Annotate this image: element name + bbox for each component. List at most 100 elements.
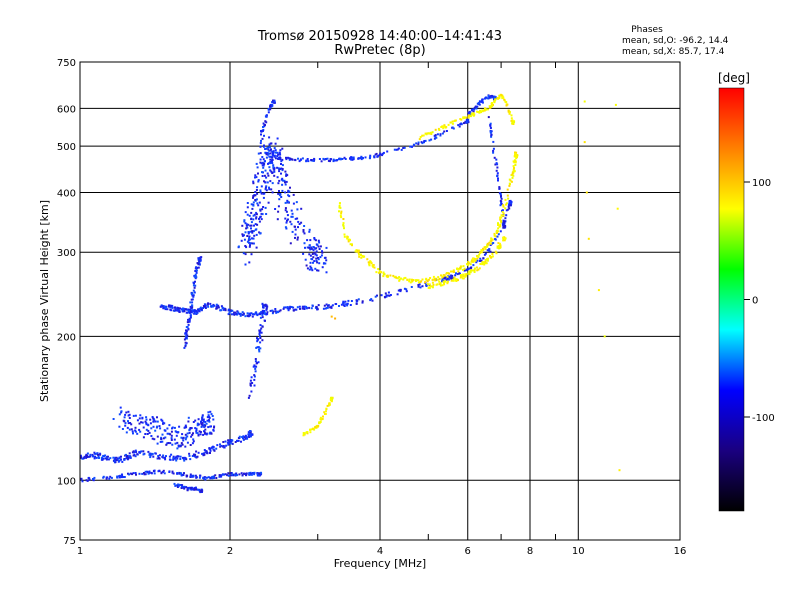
- data-point: [296, 236, 299, 239]
- data-point: [479, 110, 482, 113]
- data-point: [128, 452, 131, 455]
- data-point: [260, 133, 262, 136]
- data-point: [247, 239, 250, 242]
- data-point: [262, 312, 264, 314]
- data-point: [302, 229, 305, 231]
- data-point: [489, 127, 492, 129]
- data-point: [321, 251, 324, 254]
- data-point: [274, 151, 277, 154]
- data-point: [266, 311, 269, 314]
- data-point: [260, 162, 263, 165]
- data-point: [186, 432, 189, 435]
- data-point: [490, 135, 493, 138]
- data-point: [261, 137, 264, 140]
- data-point: [278, 151, 281, 154]
- data-point: [118, 476, 121, 479]
- data-point: [389, 294, 392, 296]
- data-point: [284, 201, 287, 204]
- data-point: [198, 488, 201, 491]
- data-point: [297, 220, 300, 223]
- data-point: [258, 472, 261, 475]
- data-point: [280, 160, 283, 163]
- data-point: [273, 147, 276, 150]
- data-point: [203, 476, 206, 479]
- data-point: [287, 194, 290, 197]
- data-point: [479, 263, 482, 265]
- data-point: [184, 308, 187, 311]
- data-point: [271, 172, 274, 174]
- data-point: [499, 193, 502, 196]
- data-point: [267, 152, 270, 155]
- data-point: [189, 314, 192, 317]
- data-point: [267, 174, 270, 177]
- data-point: [240, 472, 243, 475]
- data-point: [140, 421, 143, 424]
- data-point: [141, 421, 144, 424]
- data-point: [149, 418, 152, 421]
- data-point: [441, 284, 444, 287]
- data-point: [507, 109, 510, 112]
- data-point: [368, 263, 371, 266]
- data-point: [278, 310, 281, 313]
- data-point: [263, 311, 266, 314]
- data-point: [283, 179, 286, 182]
- data-point: [509, 199, 512, 202]
- data-point: [380, 294, 383, 297]
- data-point: [189, 473, 192, 476]
- data-point: [192, 289, 195, 292]
- data-point: [395, 148, 398, 151]
- data-point: [112, 456, 115, 459]
- data-point: [202, 307, 205, 309]
- data-point: [184, 445, 187, 448]
- data-point: [160, 436, 163, 439]
- data-point: [478, 260, 481, 262]
- colorbar-tick-label: 0: [752, 296, 758, 307]
- data-point: [258, 331, 261, 333]
- data-point: [196, 422, 199, 425]
- data-point: [180, 436, 183, 439]
- data-point: [217, 304, 220, 307]
- data-point: [308, 306, 311, 309]
- data-point: [191, 304, 194, 307]
- data-point: [265, 308, 268, 311]
- data-point: [165, 455, 167, 458]
- data-point: [170, 309, 173, 312]
- data-point: [252, 201, 255, 204]
- data-point: [263, 180, 265, 183]
- data-point: [164, 307, 167, 310]
- data-point: [186, 321, 189, 324]
- data-point: [484, 260, 487, 263]
- data-point: [119, 458, 122, 461]
- data-point: [119, 474, 122, 477]
- data-point: [231, 442, 234, 445]
- data-point: [477, 101, 480, 104]
- data-point: [124, 413, 127, 416]
- data-point: [125, 453, 127, 456]
- data-point: [245, 472, 248, 475]
- data-point: [254, 365, 257, 368]
- data-point: [92, 478, 94, 480]
- data-point: [310, 267, 313, 270]
- data-point: [334, 303, 337, 305]
- data-point: [104, 454, 107, 457]
- data-point: [203, 423, 206, 426]
- data-point: [250, 203, 253, 206]
- data-point: [184, 438, 187, 441]
- data-point: [315, 243, 318, 246]
- data-point: [499, 223, 502, 226]
- data-point: [292, 202, 295, 205]
- data-point: [479, 251, 482, 253]
- data-point: [189, 301, 192, 304]
- data-point: [276, 218, 279, 221]
- data-point: [490, 240, 493, 242]
- data-point: [446, 275, 449, 278]
- data-point: [351, 158, 354, 161]
- data-point: [256, 223, 259, 226]
- data-point: [432, 283, 435, 286]
- data-point: [292, 193, 295, 196]
- data-point: [185, 337, 188, 340]
- data-point: [359, 254, 362, 257]
- data-point: [200, 423, 203, 426]
- data-point: [273, 170, 276, 173]
- data-point: [316, 308, 319, 311]
